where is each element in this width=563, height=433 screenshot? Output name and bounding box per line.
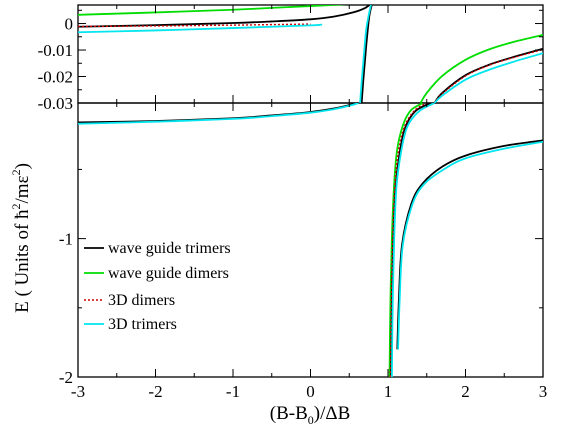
main-curve-d3-trimers-5 <box>390 103 435 377</box>
x-axis-title: (B-B0)/ΔB <box>270 403 351 427</box>
main-curves <box>78 103 543 377</box>
inset-curve-wg-trimers-7 <box>433 47 543 103</box>
inset-y-tick-label: -0.01 <box>38 41 73 60</box>
inset-curve-wg-trimers-1 <box>78 5 371 28</box>
inset-curves <box>78 5 543 103</box>
main-y-tick-label: -2 <box>59 368 73 387</box>
x-axis-title-main: (B-B <box>270 403 308 424</box>
x-tick-label: 0 <box>306 382 315 401</box>
y-axis-title-sup1: 2 <box>9 203 23 209</box>
main-curve-d3-trimers-1 <box>78 103 359 125</box>
legend: wave guide trimers wave guide dimers 3D di… <box>84 240 231 333</box>
inset-y-tick-label: 0 <box>65 15 74 34</box>
x-tick-label: 3 <box>539 382 548 401</box>
y-axis-title-sup2: 2 <box>9 169 23 175</box>
y-axis-title-hbar: ħ <box>12 209 33 219</box>
x-axis-title-sub: 0 <box>308 413 314 427</box>
x-tick-label: 1 <box>384 382 393 401</box>
main-curve-d3-trimers-7 <box>397 140 543 350</box>
x-tick-label: -3 <box>71 382 85 401</box>
main-curve-wg-trimers-6 <box>396 139 543 350</box>
inset-curve-d3-dimers-2 <box>78 23 311 28</box>
inset-curve-d3-trimers-3 <box>78 23 323 34</box>
y-axis-title-mid: /mε <box>12 175 33 203</box>
y-axis-title-prefix: E ( Units of <box>12 219 33 313</box>
inset-y-tick-label: -0.03 <box>38 94 73 113</box>
axis-ticks <box>77 5 544 378</box>
legend-label-d3-dimers: 3D dimers <box>108 292 175 309</box>
inset-curve-d3-trimers-9 <box>433 52 543 103</box>
legend-label-wg-trimers: wave guide trimers <box>108 240 231 257</box>
x-tick-label: 2 <box>461 382 470 401</box>
axis-tick-labels: -3 -2 -1 0 1 2 30-0.01-0.02-0.03-1-2 <box>38 15 548 401</box>
y-axis-title: E ( Units of ħ2/mε2) <box>9 163 33 313</box>
inset-curve-wg-dimers-6 <box>419 34 543 103</box>
x-tick-label: -1 <box>226 382 240 401</box>
legend-label-wg-dimers: wave guide dimers <box>108 265 229 282</box>
main-curve-wg-dimers-2 <box>388 103 424 377</box>
x-tick-label: -2 <box>148 382 162 401</box>
x-axis-title-tail: )/ΔB <box>314 403 351 424</box>
main-y-tick-label: -1 <box>59 230 73 249</box>
main-curve-d3-dimers-4 <box>389 103 428 377</box>
legend-label-d3-trimers: 3D trimers <box>108 316 177 333</box>
inset-curve-d3-trimers-5 <box>359 5 372 103</box>
inset-y-tick-label: -0.02 <box>38 68 73 87</box>
y-axis-title-suffix: ) <box>12 163 33 169</box>
